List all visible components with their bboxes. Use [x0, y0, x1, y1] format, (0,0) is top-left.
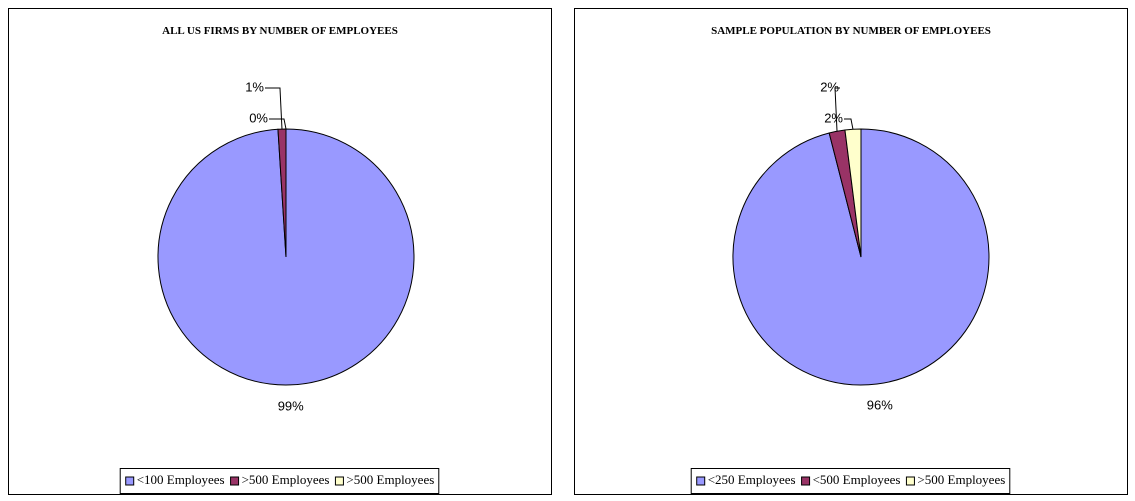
data-label: 96%	[867, 397, 893, 412]
data-label: 1%	[245, 79, 264, 94]
legend: <250 Employees <500 Employees >500 Employe…	[690, 468, 1011, 494]
legend-label: >500 Employees	[242, 472, 330, 487]
legend-box	[690, 468, 1011, 494]
legend-swatch	[125, 476, 135, 486]
legend-label: <100 Employees	[137, 472, 225, 487]
legend-swatch	[905, 476, 915, 486]
legend-label: <500 Employees	[813, 472, 901, 487]
legend-swatch	[230, 476, 240, 486]
leader-line	[265, 87, 283, 130]
data-label: 0%	[249, 110, 268, 125]
leader-line	[834, 87, 840, 132]
legend-label: <250 Employees	[708, 472, 796, 487]
leader-line	[269, 118, 287, 130]
legend: <100 Employees >500 Employees >500 Employe…	[119, 468, 440, 494]
chart-title: ALL US FIRMS BY NUMBER OF EMPLOYEES	[162, 25, 398, 37]
data-label: 2%	[820, 79, 839, 94]
legend-swatch	[334, 476, 344, 486]
legend-swatch	[696, 476, 706, 486]
legend-box	[119, 468, 440, 494]
data-label: 99%	[278, 398, 304, 413]
legend-label: >500 Employees	[346, 472, 434, 487]
legend-label: >500 Employees	[917, 472, 1005, 487]
leader-line	[844, 118, 854, 130]
data-label: 2%	[824, 110, 843, 125]
chart-title: SAMPLE POPULATION BY NUMBER OF EMPLOYEES	[711, 25, 991, 37]
legend-swatch	[801, 476, 811, 486]
